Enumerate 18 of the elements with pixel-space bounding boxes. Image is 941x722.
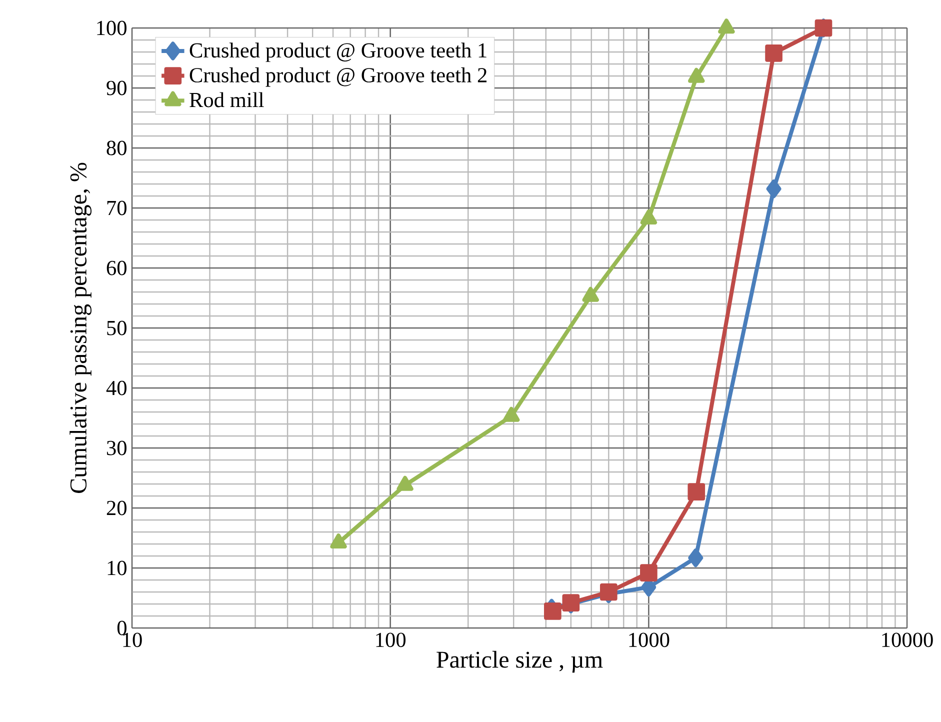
y-tick-label: 90 bbox=[106, 80, 126, 96]
y-tick-label: 70 bbox=[107, 200, 126, 216]
legend-label: Rod mill bbox=[190, 92, 264, 108]
legend-label: Crushed product @ Groove teeth 2 bbox=[190, 67, 486, 87]
y-tick-label: 50 bbox=[107, 320, 126, 336]
y-tick-label: 40 bbox=[106, 380, 126, 396]
y-tick-label: 10 bbox=[108, 560, 126, 576]
x-tick-label: 1000 bbox=[629, 632, 670, 648]
x-axis-title: Particle size , µm bbox=[436, 650, 603, 673]
y-tick-label: 60 bbox=[106, 260, 126, 276]
y-tick-label: 80 bbox=[106, 140, 126, 156]
x-tick-label: 10000 bbox=[882, 632, 933, 648]
x-tick-label: 100 bbox=[376, 632, 406, 648]
y-tick-label: 20 bbox=[106, 500, 126, 516]
y-tick-label: 100 bbox=[97, 20, 126, 36]
y-axis-title: Cumulative passing percentage, % bbox=[70, 162, 92, 493]
legend-label: Crushed product @ Groove teeth 1 bbox=[190, 42, 486, 62]
y-tick-label: 30 bbox=[106, 440, 126, 456]
